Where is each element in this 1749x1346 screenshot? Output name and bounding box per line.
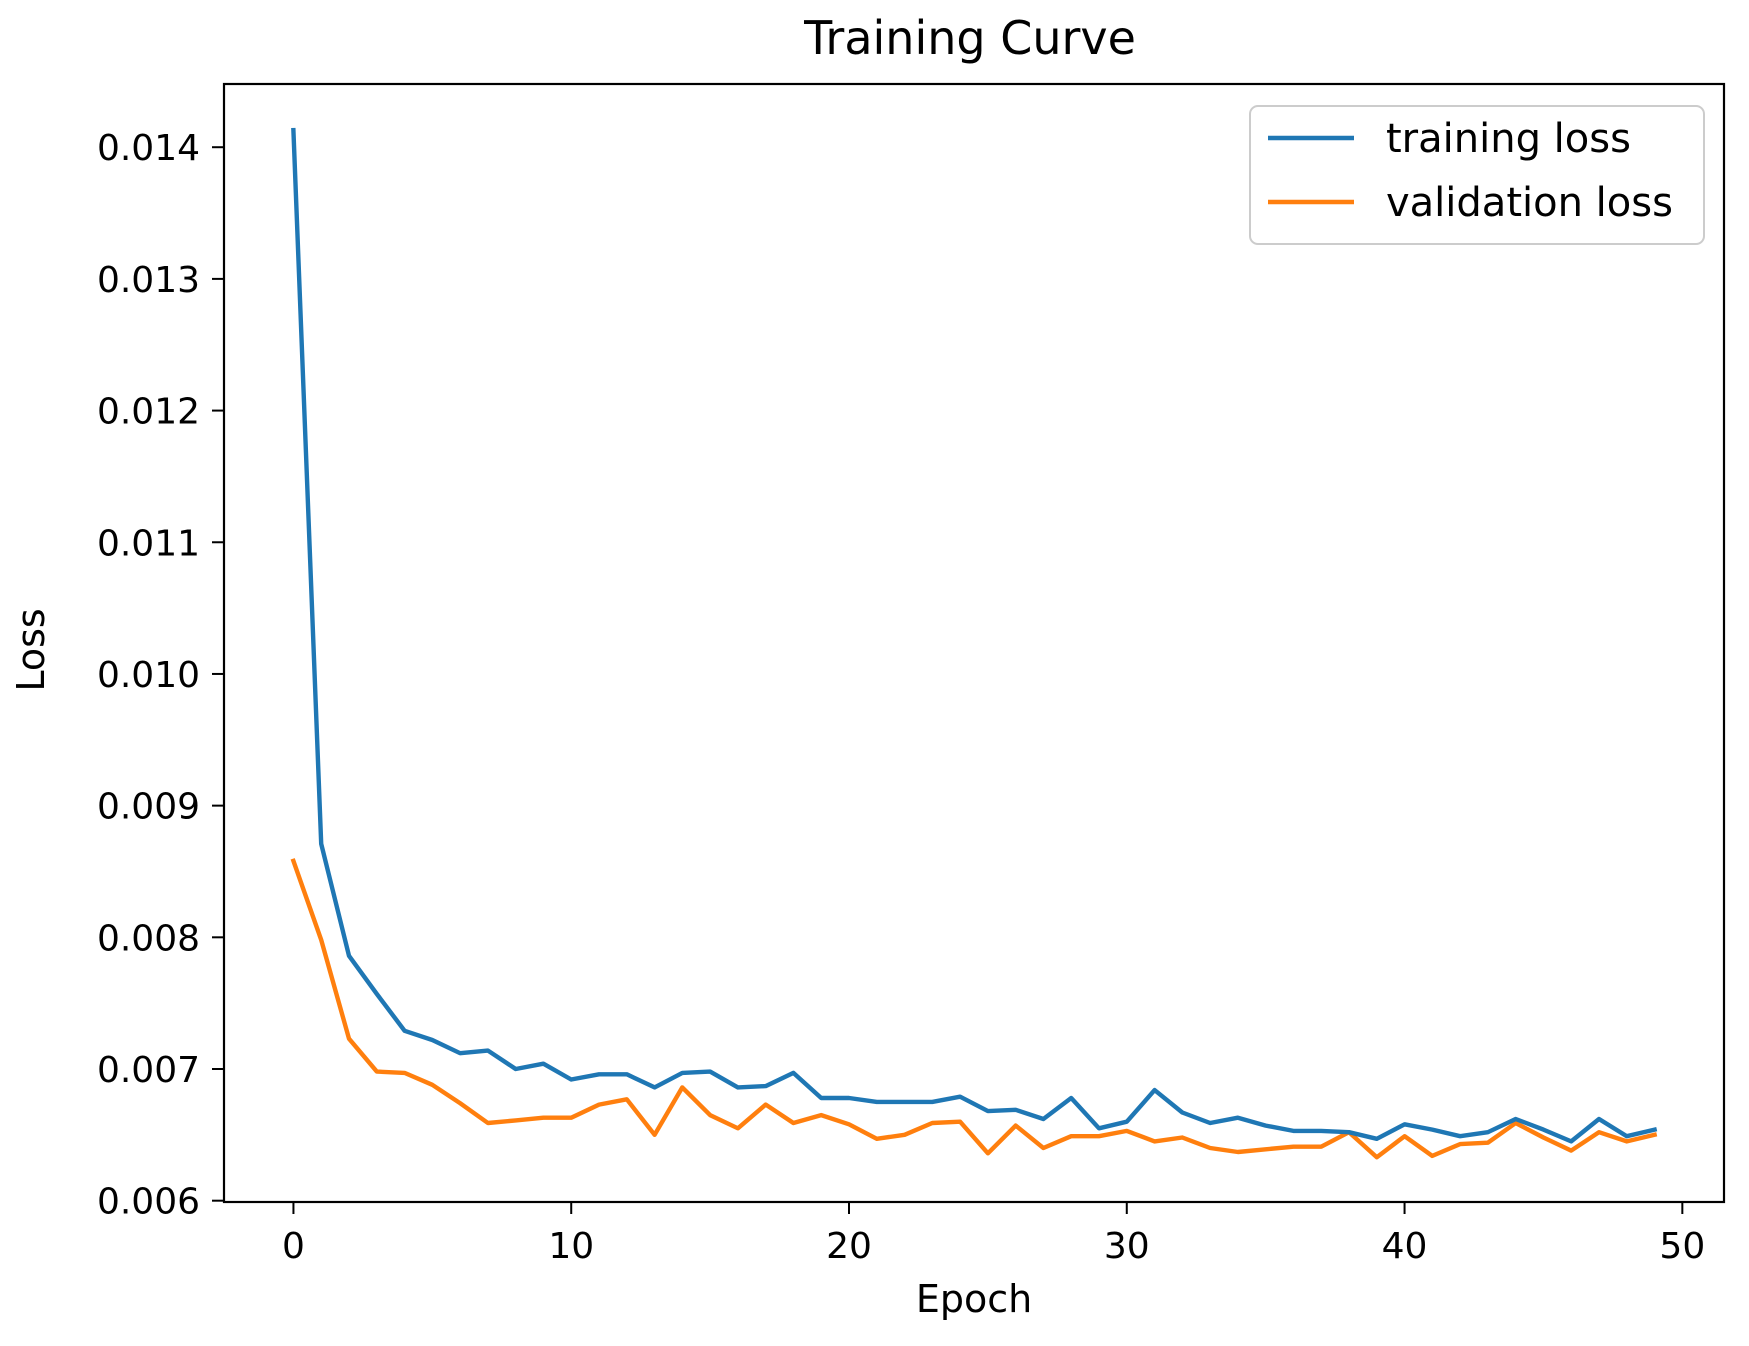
legend-label-validation-loss: validation loss <box>1386 180 1673 226</box>
series-line-validation-loss <box>290 858 1658 1160</box>
x-tick-label: 10 <box>548 1226 594 1267</box>
series-line-training-loss <box>291 127 1658 1144</box>
legend-box <box>1249 105 1705 245</box>
x-tick-label: 50 <box>1659 1226 1705 1267</box>
plot-frame <box>222 82 1726 1204</box>
x-tick-label: 20 <box>826 1226 872 1267</box>
legend: training loss validation loss <box>1249 105 1705 245</box>
y-tick-label: 0.007 <box>97 1050 200 1091</box>
y-tick-label: 0.013 <box>97 260 200 301</box>
legend-label-training-loss: training loss <box>1386 116 1631 162</box>
y-tick-label: 0.009 <box>97 787 200 828</box>
y-tick-label: 0.012 <box>97 392 200 433</box>
x-tick-label: 40 <box>1382 1226 1428 1267</box>
y-tick-label: 0.014 <box>97 128 200 169</box>
x-axis-label: Epoch <box>916 1277 1032 1321</box>
x-tick-label: 0 <box>282 1226 305 1267</box>
y-tick-label: 0.008 <box>97 918 200 959</box>
x-tick-label: 30 <box>1104 1226 1150 1267</box>
y-axis: 0.006 0.007 0.008 0.009 0.010 0.011 0.012 0.013… <box>97 128 224 1223</box>
y-tick-label: 0.011 <box>97 523 200 564</box>
y-tick-label: 0.010 <box>97 655 200 696</box>
y-tick-label: 0.006 <box>97 1182 200 1223</box>
series-lines <box>290 127 1658 1160</box>
y-axis-label: Loss <box>9 608 53 691</box>
x-axis: 0 10 20 30 40 50 <box>282 1202 1705 1267</box>
chart-title: Training Curve <box>803 11 1136 65</box>
